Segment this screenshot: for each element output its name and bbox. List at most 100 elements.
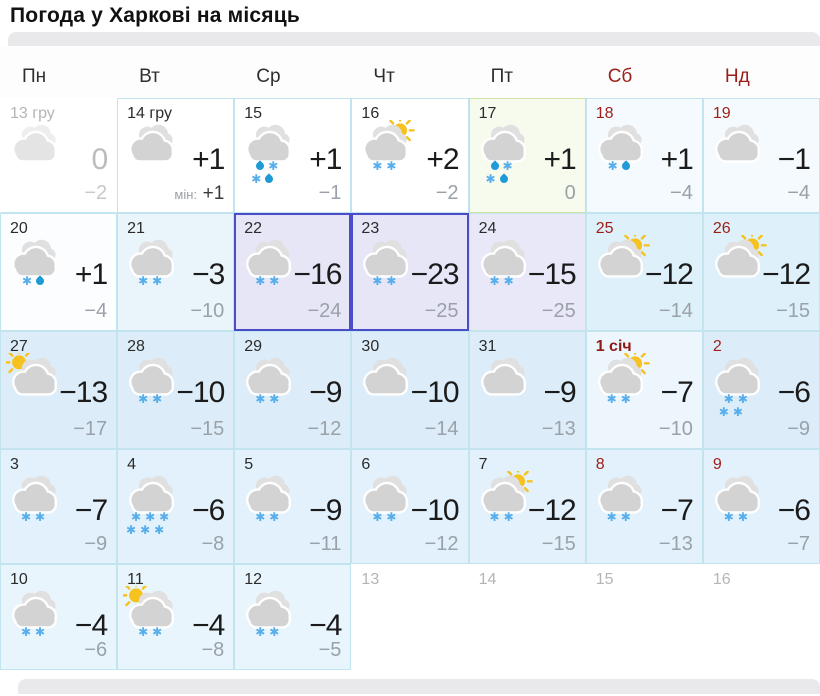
day-cell-10[interactable]: 10 ✱ ✱ −4 −6 — [0, 564, 118, 670]
cloud-icon: ✱ ✱ — [709, 471, 767, 523]
snowflake-icon: ✱ — [386, 159, 397, 173]
sun-cloud-icon — [709, 235, 767, 280]
snowflake-icon: ✱ — [372, 159, 383, 173]
day-cell-12[interactable]: 12 ✱ ✱ −4 −5 — [234, 564, 352, 670]
snowflake-icon: ✱ — [21, 274, 33, 288]
day-cell-14-гру[interactable]: 14 гру +1 мін: +1 — [117, 98, 235, 213]
day-cell-25[interactable]: 25 −12 −14 — [585, 213, 703, 331]
snowflake-icon: ✱ — [269, 274, 280, 288]
precipitation: ✱ — [592, 160, 646, 172]
day-cell-18[interactable]: 18 ✱ +1 −4 — [585, 98, 703, 213]
cloud-icon: ✱ ✱ ✱ ✱ ✱ ✱ — [123, 471, 181, 536]
day-cell-27[interactable]: 27 −13 −17 — [0, 331, 118, 449]
precipitation: ✱ — [6, 275, 60, 287]
day-cell-17[interactable]: 17 ✱ ✱ +1 0 — [468, 98, 586, 213]
min-temp: −2 — [435, 182, 459, 204]
max-temp: −10 — [410, 494, 460, 527]
max-temp: −6 — [777, 494, 811, 527]
snowflake-icon: ✱ — [138, 392, 149, 406]
max-temp: −3 — [192, 258, 225, 291]
snowflake-icon: ✱ — [607, 159, 618, 173]
weekday-header-row: Пн Вт Ср Чт Пт Сб Нд — [0, 46, 820, 98]
snowflake-icon: ✱ — [268, 159, 279, 173]
day-cell-24[interactable]: 24 ✱ ✱ −15 −25 — [468, 213, 586, 331]
day-cell-5[interactable]: 5 ✱ ✱ −9 −11 — [234, 449, 352, 564]
sun-cloud-icon: ✱ ✱ — [592, 353, 650, 405]
min-temp: −25 — [424, 300, 459, 322]
precipitation: ✱ ✱ ✱ ✱ — [709, 393, 763, 418]
cloud-icon: ✱ ✱ — [123, 235, 181, 287]
snowflake-icon: ✱ — [126, 523, 137, 537]
date-label: 17 — [478, 105, 497, 122]
cloud-icon — [475, 353, 533, 398]
day-cell-21[interactable]: 21 ✱ ✱ −3 −10 — [117, 213, 235, 331]
date-label: 23 — [361, 220, 380, 237]
min-temp: −15 — [190, 418, 225, 440]
snowflake-icon: ✱ — [138, 274, 149, 288]
day-cell-31[interactable]: 31 −9 −13 — [468, 331, 586, 449]
cloud-icon — [123, 120, 181, 165]
day-cell-19[interactable]: 19 −1 −4 — [702, 98, 820, 213]
day-cell-29[interactable]: 29 ✱ ✱ −9 −12 — [234, 331, 352, 449]
date-label: 31 — [478, 338, 497, 355]
snowflake-icon: ✱ — [131, 510, 142, 524]
month-calendar-grid: 13 гру 0 −2 14 гру +1 мін: +1 15 ✱ ✱ +1 −1 16 ✱ ✱ +2 −2… — [0, 98, 820, 670]
precipitation: ✱ ✱ — [357, 160, 411, 172]
snowflake-icon: ✱ — [35, 510, 46, 524]
precipitation: ✱ ✱ — [240, 160, 294, 185]
precipitation: ✱ ✱ — [123, 393, 177, 405]
max-temp: −13 — [59, 376, 108, 409]
precipitation: ✱ ✱ — [475, 160, 529, 185]
min-temp: −5 — [318, 639, 342, 661]
day-cell-3[interactable]: 3 ✱ ✱ −7 −9 — [0, 449, 118, 564]
date-label: 5 — [244, 456, 254, 473]
sun-cloud-icon: ✱ ✱ — [357, 120, 416, 172]
weekday-label-Пт: Пт — [490, 66, 513, 87]
sunleft-cloud-icon — [6, 353, 64, 398]
day-cell-9[interactable]: 9 ✱ ✱ −6 −7 — [702, 449, 820, 564]
snowflake-icon: ✱ — [503, 510, 514, 524]
day-cell-2[interactable]: 2 ✱ ✱ ✱ ✱ −6 −9 — [702, 331, 820, 449]
day-cell-22[interactable]: 22 ✱ ✱ −16 −24 — [234, 213, 352, 331]
cloud-icon: ✱ ✱ — [240, 353, 298, 405]
min-temp: −10 — [190, 300, 225, 322]
snowflake-icon: ✱ — [737, 392, 748, 406]
snowflake-icon: ✱ — [620, 392, 631, 406]
min-temp: −2 — [84, 182, 108, 204]
day-cell-1-січ[interactable]: 1 січ ✱ ✱ −7 −10 — [585, 331, 703, 449]
max-temp: −10 — [176, 376, 225, 409]
max-temp: −4 — [192, 609, 225, 642]
panel-top-strip — [8, 32, 820, 46]
day-cell-20[interactable]: 20 ✱ +1 −4 — [0, 213, 118, 331]
day-cell-16[interactable]: 16 ✱ ✱ +2 −2 — [351, 98, 469, 213]
snowflake-icon: ✱ — [152, 274, 163, 288]
day-cell-30[interactable]: 30 −10 −14 — [351, 331, 469, 449]
max-temp: −6 — [192, 494, 225, 527]
panel-bottom-strip — [18, 679, 820, 694]
date-label: 24 — [478, 220, 497, 237]
day-cell-28[interactable]: 28 ✱ ✱ −10 −15 — [117, 331, 235, 449]
day-cell-4[interactable]: 4 ✱ ✱ ✱ ✱ ✱ ✱ −6 −8 — [117, 449, 235, 564]
min-temp: −1 — [318, 182, 342, 204]
max-temp: −9 — [309, 494, 342, 527]
date-label: 28 — [127, 338, 145, 355]
precipitation: ✱ ✱ — [240, 626, 294, 638]
day-cell-11[interactable]: 11 ✱ ✱ −4 −8 — [117, 564, 235, 670]
min-temp: −17 — [73, 418, 108, 440]
day-cell-13-гру[interactable]: 13 гру 0 −2 — [0, 98, 118, 213]
day-cell-26[interactable]: 26 −12 −15 — [702, 213, 820, 331]
min-temp: −12 — [307, 418, 342, 440]
day-cell-8[interactable]: 8 ✱ ✱ −7 −13 — [585, 449, 703, 564]
day-cell-6[interactable]: 6 ✱ ✱ −10 −12 — [351, 449, 469, 564]
precipitation: ✱ ✱ — [592, 393, 646, 405]
date-label: 11 — [127, 571, 144, 588]
min-temp: −12 — [424, 533, 459, 555]
date-label: 9 — [712, 456, 722, 473]
day-cell-15[interactable]: 15 ✱ ✱ +1 −1 — [234, 98, 352, 213]
date-label: 7 — [478, 456, 488, 473]
cloud-icon: ✱ — [6, 235, 64, 287]
date-label: 6 — [361, 456, 371, 473]
day-cell-7[interactable]: 7 ✱ ✱ −12 −15 — [468, 449, 586, 564]
snowflake-icon: ✱ — [606, 392, 617, 406]
day-cell-23[interactable]: 23 ✱ ✱ −23 −25 — [351, 213, 469, 331]
